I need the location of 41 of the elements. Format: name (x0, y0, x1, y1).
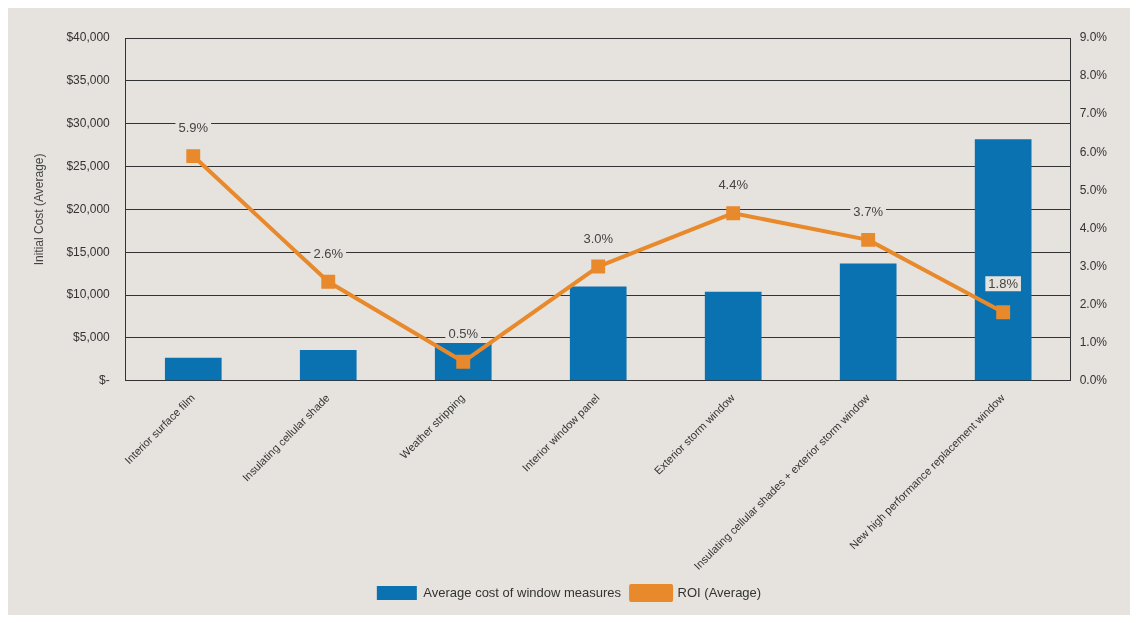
point (321, 274, 336, 289)
y-axis-title: Initial Cost (Average) (31, 153, 46, 266)
y2-tick-label: 0.0% (1079, 373, 1108, 388)
y-tick-label: $30,000 (66, 116, 111, 131)
y-tick-label: $35,000 (66, 73, 111, 88)
point (861, 232, 876, 247)
point (726, 206, 741, 221)
bar (839, 263, 897, 381)
data-label: 4.4% (718, 177, 749, 193)
bar (704, 291, 762, 381)
data-label: 2.6% (313, 245, 344, 261)
y-tick-label: $5,000 (73, 330, 111, 345)
y-tick-label: $10,000 (66, 287, 111, 302)
data-label: 0.5% (448, 325, 479, 341)
y2-tick-label: 4.0% (1079, 220, 1108, 235)
y2-tick-label: 6.0% (1079, 144, 1108, 159)
point (996, 305, 1011, 320)
y-tick-label: $20,000 (66, 201, 111, 216)
legend-label: Average cost of window measures (423, 584, 622, 600)
point (186, 149, 201, 164)
bar (974, 139, 1032, 381)
data-label: 5.9% (178, 120, 209, 136)
y2-tick-label: 5.0% (1079, 182, 1108, 197)
y2-tick-label: 7.0% (1079, 106, 1108, 121)
data-label: 1.8% (988, 276, 1019, 292)
y2-tick-label: 9.0% (1079, 30, 1108, 45)
bar (569, 286, 627, 381)
y2-tick-label: 1.0% (1079, 335, 1108, 350)
bar (299, 349, 357, 381)
y-tick-label: $25,000 (66, 158, 111, 173)
data-label: 3.0% (583, 230, 614, 246)
y2-tick-label: 2.0% (1079, 296, 1108, 311)
y2-tick-label: 3.0% (1079, 258, 1108, 273)
y-tick-label: $- (99, 373, 110, 388)
y2-tick-label: 8.0% (1079, 68, 1108, 83)
y-tick-label: $15,000 (66, 244, 111, 259)
bar (164, 357, 222, 381)
y-tick-label: $40,000 (66, 30, 111, 45)
legend-label: ROI (Average) (677, 584, 762, 600)
data-label: 3.7% (853, 203, 884, 219)
point (591, 259, 606, 274)
